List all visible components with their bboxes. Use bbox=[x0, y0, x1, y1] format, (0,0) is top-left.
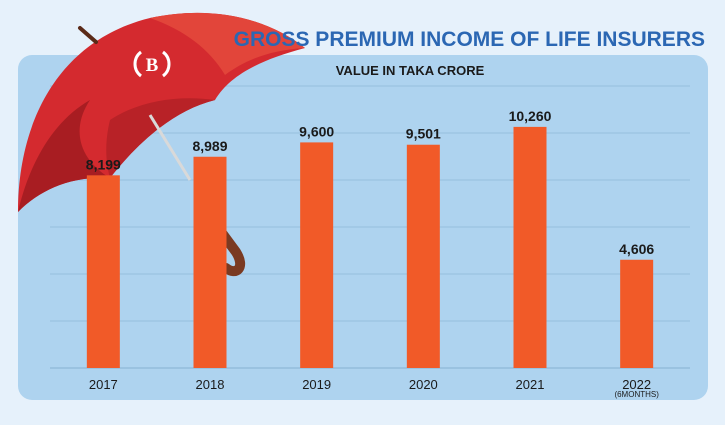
umbrella-illustration: B bbox=[18, 12, 305, 277]
x-tick-label-2018: 2018 bbox=[196, 377, 225, 392]
value-label-2019: 9,600 bbox=[299, 123, 334, 139]
value-label-2022: 4,606 bbox=[619, 241, 654, 257]
x-tick-label-2017: 2017 bbox=[89, 377, 118, 392]
bar-2017 bbox=[86, 175, 120, 368]
umbrella-tip bbox=[78, 26, 98, 44]
x-tick-labels: 2017 2018 2019 2020 2021 2022(6MONTHS) bbox=[89, 377, 659, 399]
bar-2019 bbox=[300, 142, 334, 368]
gridlines bbox=[50, 85, 690, 369]
logo-right-bracket bbox=[161, 50, 171, 78]
umbrella-shaft bbox=[148, 114, 192, 181]
bar-2022 bbox=[620, 259, 654, 368]
brand-logo: B bbox=[133, 50, 171, 78]
logo-left-bracket bbox=[133, 50, 143, 78]
umbrella-canopy-fold bbox=[106, 98, 215, 178]
logo-letter: B bbox=[146, 55, 159, 76]
bars bbox=[86, 126, 654, 368]
value-label-2018: 8,989 bbox=[192, 138, 227, 154]
umbrella-canopy-shade bbox=[18, 100, 110, 212]
x-tick-label-2019: 2019 bbox=[302, 377, 331, 392]
x-tick-label-2022: 2022 bbox=[622, 377, 651, 392]
value-label-2021: 10,260 bbox=[509, 108, 552, 124]
bar-2018 bbox=[193, 156, 227, 368]
x-tick-note-2022: (6MONTHS) bbox=[614, 390, 659, 399]
chart-subtitle: VALUE IN TAKA CRORE bbox=[336, 63, 485, 78]
umbrella-canopy-highlight bbox=[150, 12, 305, 75]
x-tick-label-2021: 2021 bbox=[516, 377, 545, 392]
umbrella-handle bbox=[200, 205, 246, 277]
bar-2021 bbox=[513, 126, 547, 368]
value-label-2020: 9,501 bbox=[406, 126, 441, 142]
bar-2020 bbox=[406, 144, 440, 368]
value-labels: 8,199 8,989 9,600 9,501 10,260 4,606 bbox=[86, 108, 655, 257]
value-label-2017: 8,199 bbox=[86, 156, 121, 172]
chart-title: GROSS PREMIUM INCOME OF LIFE INSURERS bbox=[234, 28, 705, 51]
x-tick-label-2020: 2020 bbox=[409, 377, 438, 392]
